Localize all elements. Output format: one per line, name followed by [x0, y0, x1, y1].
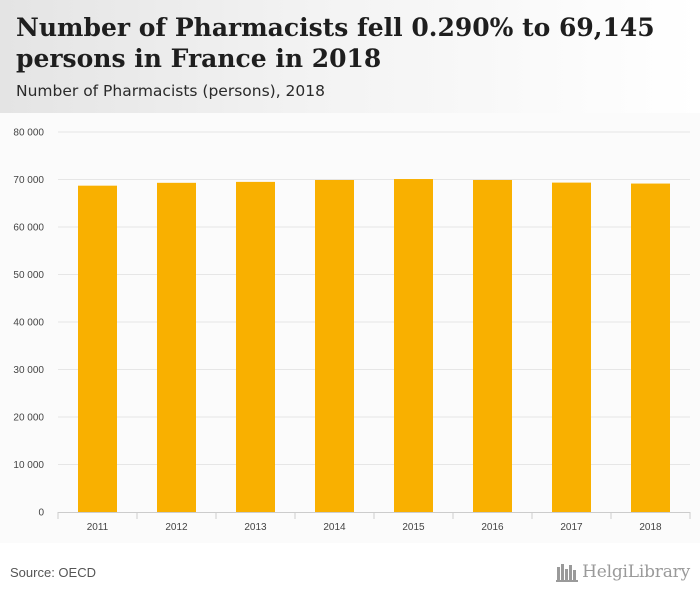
x-tick-label: 2017 — [560, 522, 583, 533]
chart-header: Number of Pharmacists fell 0.290% to 69,… — [0, 0, 700, 113]
x-tick-label: 2011 — [87, 522, 109, 533]
bar-2016 — [473, 179, 512, 512]
y-tick-label: 50 000 — [13, 270, 44, 281]
y-tick-label: 10 000 — [13, 460, 44, 471]
y-tick-label: 60 000 — [13, 223, 44, 234]
y-tick-label: 40 000 — [13, 318, 44, 329]
x-axis-tick-labels: 2011 2012 2013 2014 2015 2016 2017 2018 — [87, 522, 662, 533]
chart-subtitle: Number of Pharmacists (persons), 2018 — [16, 82, 326, 100]
y-tick-label: 70 000 — [13, 175, 44, 186]
y-tick-label: 30 000 — [13, 365, 44, 376]
x-tick-label: 2015 — [402, 522, 425, 533]
bar-2011 — [78, 185, 117, 513]
bar-2018 — [631, 183, 670, 512]
brand-name: HelgiLibrary — [582, 562, 690, 582]
library-logo-icon — [556, 564, 579, 582]
y-axis-tick-labels: 0 10 000 20 000 30 000 40 000 50 000 60 000 70 … — [13, 128, 44, 519]
x-tick-label: 2016 — [481, 522, 504, 533]
source-note: Source: OECD — [10, 565, 96, 580]
x-axis — [57, 512, 691, 519]
chart-title: Number of Pharmacists fell 0.290% to 69,… — [16, 13, 655, 73]
x-tick-label: 2014 — [323, 522, 346, 533]
bars — [78, 179, 670, 513]
bar-2013 — [236, 181, 275, 512]
chart-area: 0 10 000 20 000 30 000 40 000 50 000 60 000 70 … — [0, 113, 700, 543]
y-tick-label: 80 000 — [13, 128, 44, 139]
gridlines — [58, 131, 690, 465]
brand: HelgiLibrary — [556, 560, 690, 584]
x-tick-label: 2012 — [165, 522, 188, 533]
bar-2012 — [157, 182, 196, 512]
bar-2014 — [315, 179, 354, 512]
x-tick-label: 2013 — [244, 522, 267, 533]
bar-chart: 0 10 000 20 000 30 000 40 000 50 000 60 000 70 … — [13, 128, 691, 533]
y-tick-label: 0 — [38, 508, 44, 519]
y-tick-label: 20 000 — [13, 413, 44, 424]
bar-2015 — [394, 179, 433, 512]
x-tick-label: 2018 — [639, 522, 662, 533]
bar-2017 — [552, 182, 591, 512]
